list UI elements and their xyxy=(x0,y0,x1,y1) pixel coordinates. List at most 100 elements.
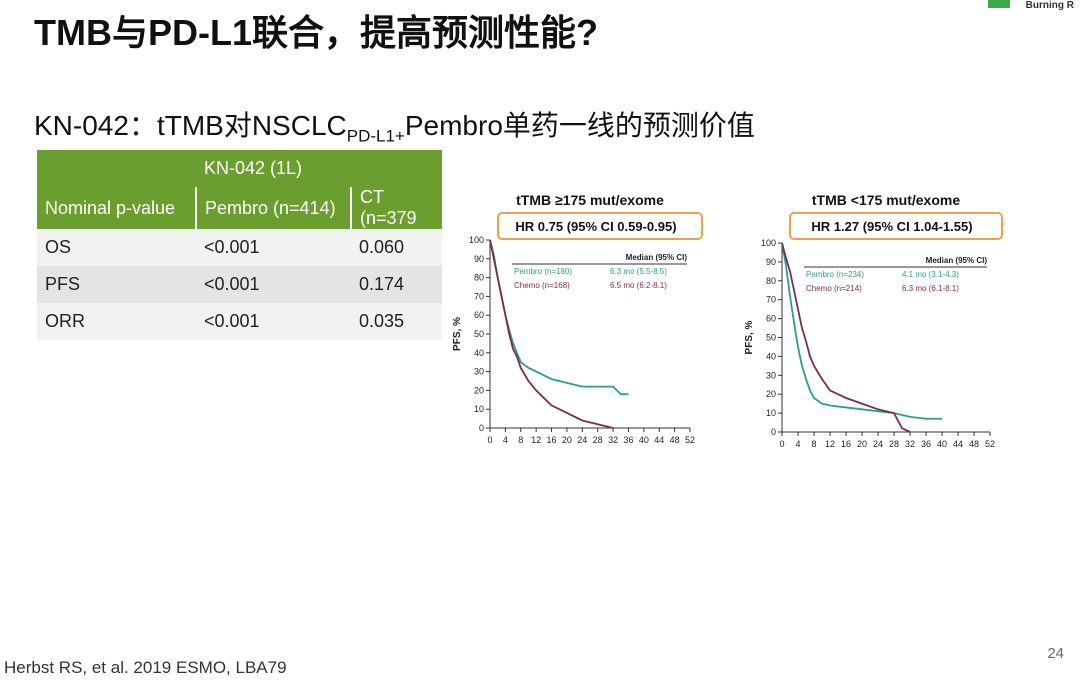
y-tick-label: 80 xyxy=(474,273,484,283)
survival-curve xyxy=(781,242,942,420)
group-header: KN-042 (1L) xyxy=(196,150,442,187)
legend-entry: Chemo (n=168) xyxy=(514,281,570,290)
annotation-box xyxy=(497,212,703,240)
slide-subtitle: KN-042：tTMB对NSCLCPD-L1+Pembro单药一线的预测价值 xyxy=(34,104,755,147)
legend-median: 6.3 mo (5.5-8.5) xyxy=(610,267,667,276)
annotation: HR 1.27 (95% CI 1.04-1.55) xyxy=(811,219,972,234)
x-tick-label: 44 xyxy=(654,435,664,445)
annotation-box xyxy=(789,212,1003,240)
legend-median: 4.1 mo (3.1-4.3) xyxy=(902,270,959,279)
cell: 0.035 xyxy=(351,303,442,340)
group-header-row: KN-042 (1L) xyxy=(37,150,442,187)
y-tick-label: 60 xyxy=(474,310,484,320)
survival-curve xyxy=(489,239,629,396)
legend-entry: Chemo (n=214) xyxy=(806,284,862,293)
x-tick-label: 40 xyxy=(937,439,947,449)
y-tick-label: 100 xyxy=(469,235,484,245)
x-tick-label: 28 xyxy=(593,435,603,445)
x-tick-label: 16 xyxy=(547,435,557,445)
x-tick-label: 52 xyxy=(685,435,695,445)
cell: <0.001 xyxy=(196,303,351,340)
cell: <0.001 xyxy=(196,266,351,303)
y-tick-label: 50 xyxy=(474,329,484,339)
column-header: CT (n=379 xyxy=(351,187,442,229)
y-tick-label: 0 xyxy=(479,423,484,433)
x-tick-label: 36 xyxy=(921,439,931,449)
subtitle-subscript: PD-L1+ xyxy=(346,126,405,146)
brand-logo xyxy=(988,0,1010,8)
x-tick-label: 16 xyxy=(841,439,851,449)
x-tick-label: 4 xyxy=(795,439,800,449)
survival-curve xyxy=(489,239,614,429)
x-tick-label: 32 xyxy=(608,435,618,445)
slide-title: TMB与PD-L1联合，提高预测性能? xyxy=(34,12,598,53)
x-tick-label: 24 xyxy=(873,439,883,449)
x-tick-label: 0 xyxy=(779,439,784,449)
x-tick-label: 8 xyxy=(811,439,816,449)
page-number: 24 xyxy=(1047,645,1064,662)
x-tick-label: 28 xyxy=(889,439,899,449)
chart-title: tTMB ≥175 mut/exome xyxy=(516,192,664,208)
column-header: Nominal p-value xyxy=(37,187,197,229)
y-axis-label: PFS, % xyxy=(452,317,463,351)
y-tick-label: 0 xyxy=(771,427,776,437)
table-row: ORR <0.001 0.035 xyxy=(37,303,442,340)
cell: 0.174 xyxy=(351,266,442,303)
y-tick-label: 100 xyxy=(761,238,776,248)
cell: PFS xyxy=(37,266,196,303)
column-header: Pembro (n=414) xyxy=(196,187,352,229)
legend-header: Median (95% CI) xyxy=(626,253,688,262)
x-tick-label: 24 xyxy=(577,435,587,445)
x-tick-label: 48 xyxy=(969,439,979,449)
legend-entry: Pembro (n=180) xyxy=(514,267,572,276)
annotation: HR 0.75 (95% CI 0.59-0.95) xyxy=(515,219,676,234)
legend-median: 6.3 mo (6.1-8.1) xyxy=(902,284,959,293)
pvalue-table: KN-042 (1L) Nominal p-value Pembro (n=41… xyxy=(37,150,442,340)
y-tick-label: 10 xyxy=(474,404,484,414)
y-tick-label: 90 xyxy=(766,257,776,267)
chart-title: tTMB <175 mut/exome xyxy=(812,192,960,208)
x-tick-label: 44 xyxy=(953,439,963,449)
x-tick-label: 8 xyxy=(518,435,523,445)
survival-curve xyxy=(781,242,911,433)
y-tick-label: 80 xyxy=(766,276,776,286)
x-tick-label: 20 xyxy=(857,439,867,449)
x-tick-label: 48 xyxy=(670,435,680,445)
x-tick-label: 20 xyxy=(562,435,572,445)
citation: Herbst RS, et al. 2019 ESMO, LBA79 xyxy=(4,658,287,677)
table-row: PFS <0.001 0.174 xyxy=(37,266,442,303)
subtitle-suffix: Pembro单药一线的预测价值 xyxy=(404,110,755,141)
y-tick-label: 20 xyxy=(766,389,776,399)
y-tick-label: 40 xyxy=(474,348,484,358)
x-tick-label: 12 xyxy=(825,439,835,449)
x-tick-label: 12 xyxy=(531,435,541,445)
subtitle-prefix: KN-042：tTMB对NSCLC xyxy=(34,110,347,141)
column-header-row: Nominal p-value Pembro (n=414) CT (n=379 xyxy=(37,187,442,229)
cell: <0.001 xyxy=(196,229,351,266)
y-tick-label: 10 xyxy=(766,408,776,418)
legend-median: 6.5 mo (6.2-8.1) xyxy=(610,281,667,290)
y-tick-label: 70 xyxy=(474,291,484,301)
x-tick-label: 40 xyxy=(639,435,649,445)
y-tick-label: 60 xyxy=(766,314,776,324)
y-tick-label: 70 xyxy=(766,295,776,305)
cell: ORR xyxy=(37,303,196,340)
y-tick-label: 30 xyxy=(474,367,484,377)
x-tick-label: 32 xyxy=(905,439,915,449)
y-tick-label: 40 xyxy=(766,351,776,361)
y-axis-label: PFS, % xyxy=(744,320,755,354)
legend-entry: Pembro (n=234) xyxy=(806,270,864,279)
y-tick-label: 50 xyxy=(766,333,776,343)
y-tick-label: 90 xyxy=(474,254,484,264)
cell: 0.060 xyxy=(351,229,442,266)
legend-header: Median (95% CI) xyxy=(926,256,988,265)
x-tick-label: 36 xyxy=(623,435,633,445)
x-tick-label: 0 xyxy=(487,435,492,445)
x-tick-label: 4 xyxy=(503,435,508,445)
brand: Burning R xyxy=(1025,0,1074,11)
cell: OS xyxy=(37,229,196,266)
table-row: OS <0.001 0.060 xyxy=(37,229,442,266)
x-tick-label: 52 xyxy=(985,439,995,449)
